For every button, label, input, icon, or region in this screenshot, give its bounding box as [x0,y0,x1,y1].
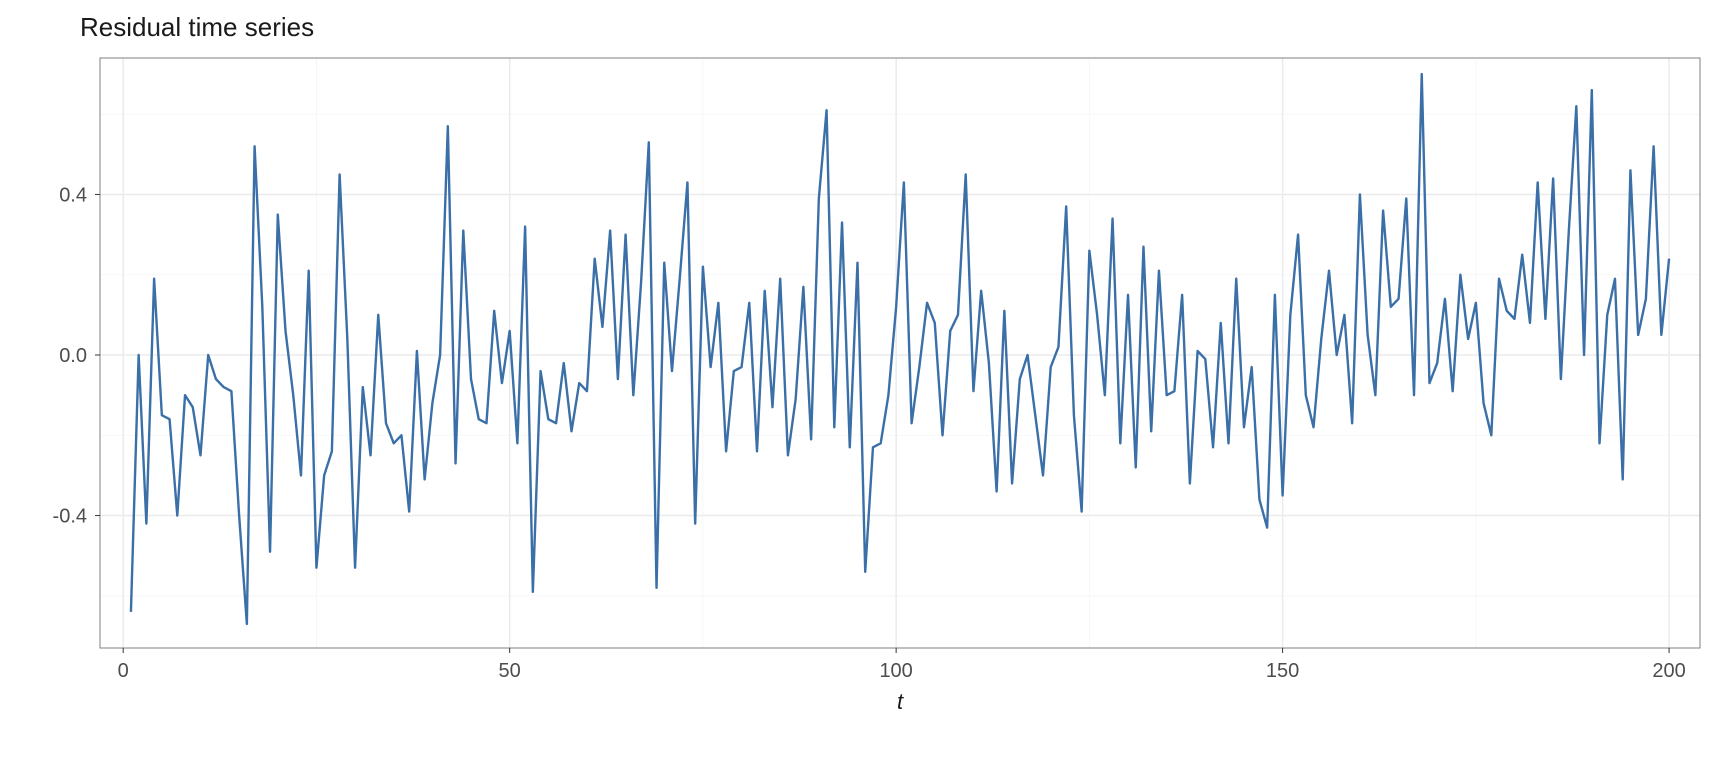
x-tick-label: 150 [1266,660,1299,682]
y-tick-label: 0.4 [59,184,87,206]
chart-svg: 0 50 100 150 200 -0.4 0.0 0.4 t [0,0,1728,768]
x-tick-label: 200 [1652,660,1685,682]
x-tick-label: 100 [879,660,912,682]
y-tick-label: -0.4 [53,506,87,528]
x-axis-label: t [897,689,904,714]
residual-chart: Residual time series 0 50 100 150 200 -0.4 0.0… [0,0,1728,768]
x-tick-label: 0 [118,660,129,682]
x-tick-label: 50 [499,660,521,682]
chart-title: Residual time series [80,12,314,43]
y-tick-label: 0.0 [59,345,87,367]
